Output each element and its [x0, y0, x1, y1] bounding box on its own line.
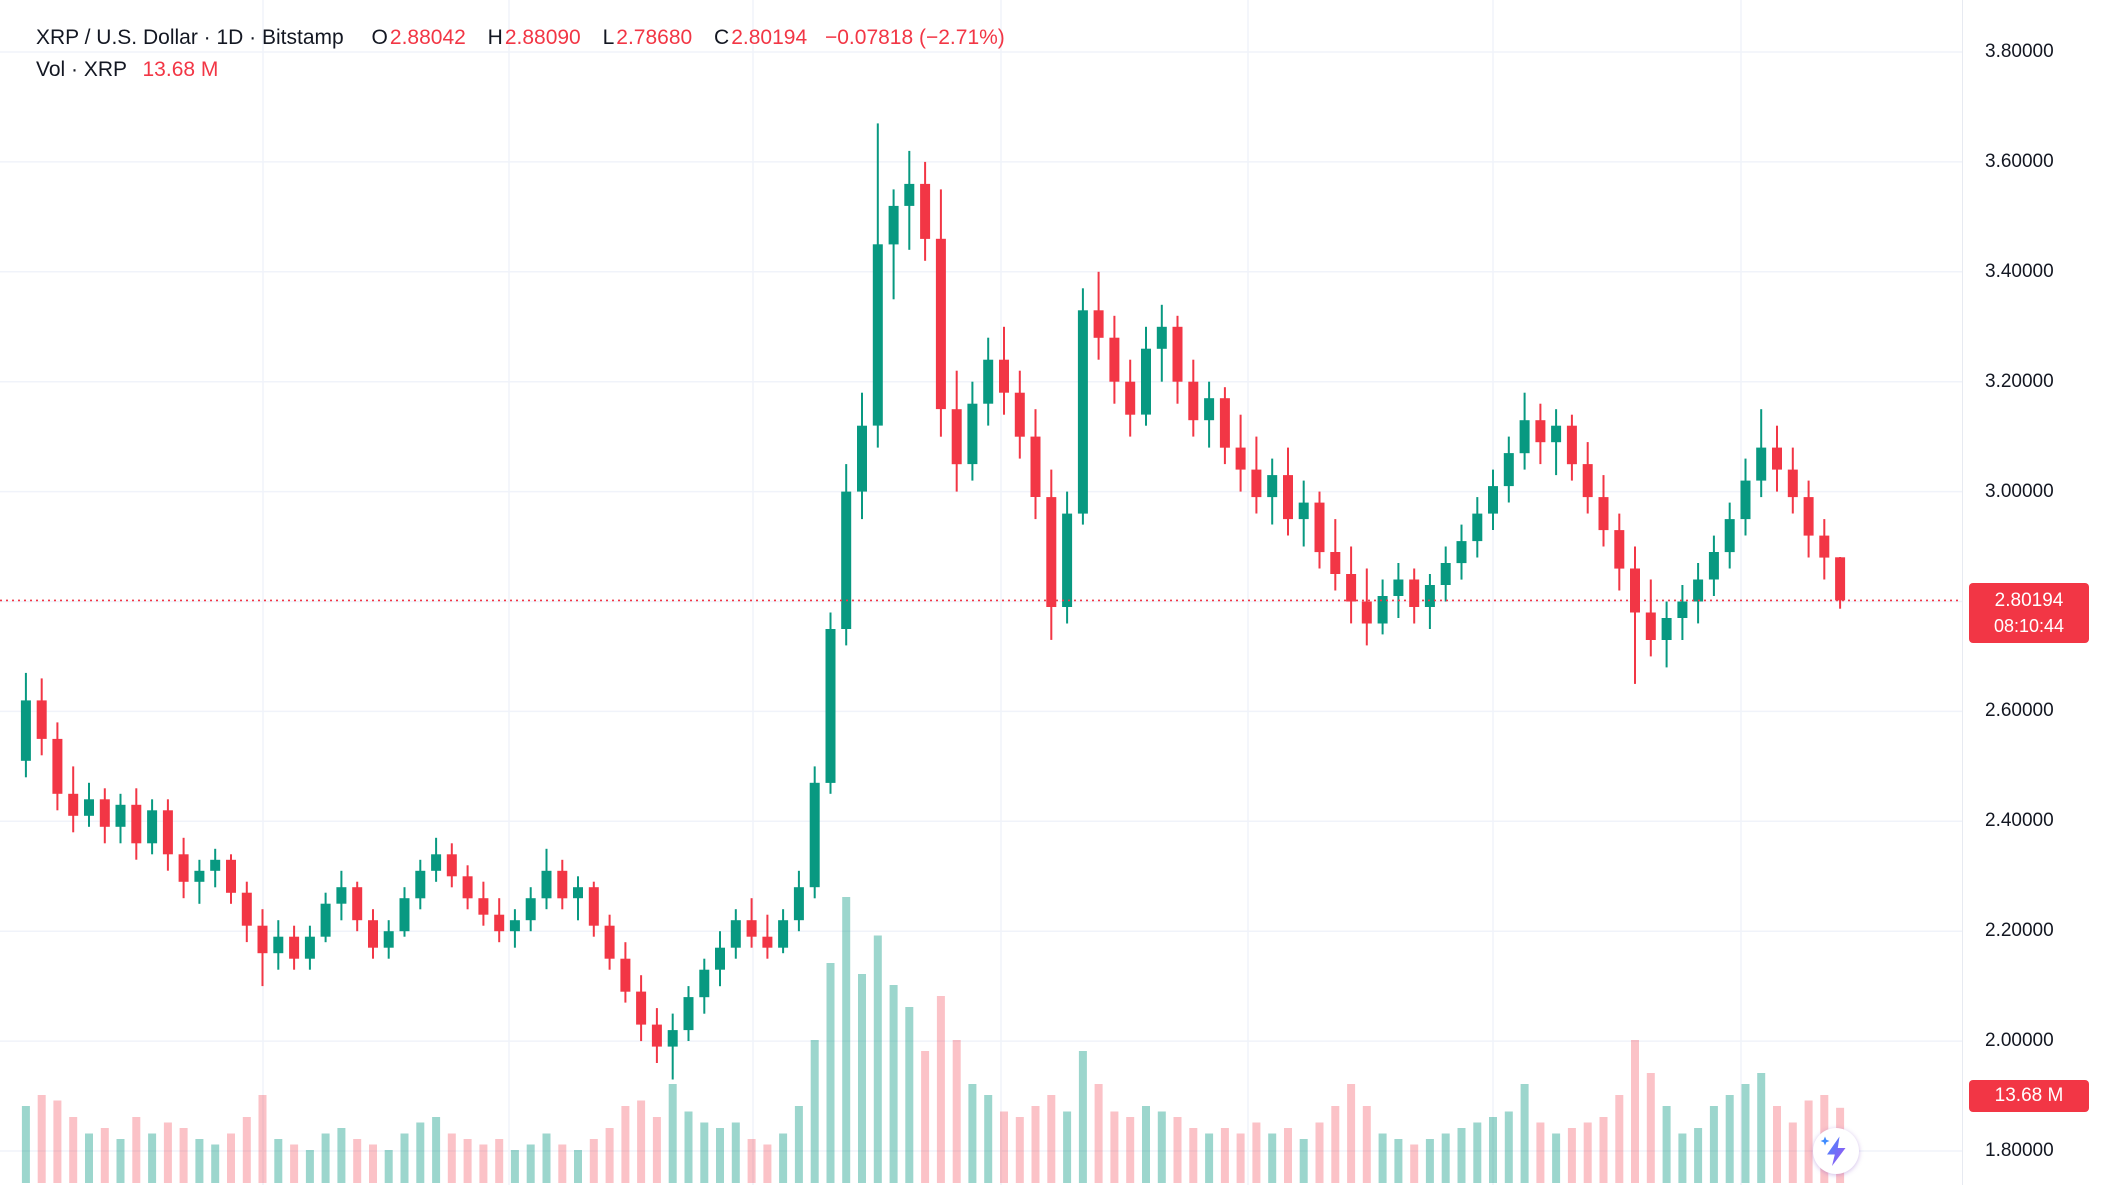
candles [20, 123, 1846, 1080]
current-price-value: 2.80194 [1994, 590, 2064, 612]
close-value: 2.80194 [731, 26, 808, 49]
price-tick: 2.60000 [1985, 700, 2054, 722]
price-tick: 2.00000 [1985, 1030, 2054, 1052]
bar-countdown: 08:10:44 [1993, 616, 2065, 637]
open-value: 2.88042 [389, 26, 466, 49]
volume-bars [21, 897, 1845, 1183]
high-label: H [487, 26, 503, 49]
current-volume-label: 13.68 M [1969, 1079, 2089, 1112]
close-label: C [714, 26, 730, 49]
price-tick: 3.00000 [1985, 480, 2054, 502]
sparkle-icon [1820, 1136, 1830, 1146]
volume-legend-value: 13.68 M [142, 58, 219, 81]
ai-assistant-button[interactable] [1813, 1128, 1859, 1174]
change-value: −0.07818 (−2.71%) [824, 26, 1005, 49]
low-label: L [602, 26, 615, 49]
price-tick: 2.40000 [1985, 810, 2054, 832]
symbol-row: XRP / U.S. Dollar · 1D · Bitstamp O2.880… [36, 22, 1005, 54]
symbol-title[interactable]: XRP / U.S. Dollar · 1D · Bitstamp [36, 26, 344, 49]
symbol-legend: XRP / U.S. Dollar · 1D · Bitstamp O2.880… [36, 22, 1005, 86]
lightning-bolt-icon [1820, 1136, 1846, 1166]
price-tick: 3.20000 [1985, 370, 2054, 392]
low-value: 2.78680 [616, 26, 693, 49]
price-tick: 3.80000 [1985, 41, 2054, 62]
price-tick: 3.40000 [1985, 260, 2054, 282]
price-tick: 1.80000 [1985, 1140, 2054, 1161]
volume-row: Vol · XRP 13.68 M [36, 54, 1005, 86]
volume-legend-label: Vol · XRP [36, 58, 127, 81]
price-tick: 3.60000 [1985, 150, 2054, 172]
current-price-label: 2.80194 08:10:44 [1969, 583, 2089, 644]
price-tick: 2.20000 [1985, 920, 2054, 942]
open-label: O [371, 26, 388, 49]
high-value: 2.88090 [504, 26, 581, 49]
grid-lines [0, 0, 1962, 1185]
